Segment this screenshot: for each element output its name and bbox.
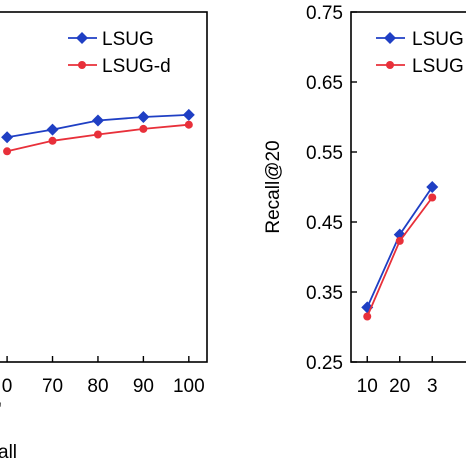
right-point-circle	[363, 312, 372, 321]
left-point-diamond	[91, 114, 104, 127]
left-partial-xlabel-fragment: '	[0, 400, 2, 421]
right-y-ticks: 0.25 0.35 0.45 0.55 0.65 0.75	[306, 3, 357, 374]
right-series-line-1	[366, 186, 433, 308]
right-y-tick-label: 0.65	[306, 73, 343, 94]
right-x-tick-label: 10	[357, 376, 378, 397]
right-legend-label-1: LSUG	[412, 29, 464, 50]
right-x-tick-label: 3	[427, 376, 438, 397]
right-legend-marker-1	[384, 32, 396, 44]
left-point-circle	[184, 120, 193, 129]
right-plot-frame	[350, 11, 466, 363]
left-x-tick-label: 0	[2, 376, 13, 397]
right-y-axis-title: Recall@20	[263, 140, 284, 233]
left-legend-marker-2	[78, 61, 86, 69]
right-x-ticks: 10 20 3	[357, 356, 438, 397]
right-x-tick-label: 20	[389, 376, 410, 397]
right-legend: LSUG LSUG	[376, 29, 464, 77]
left-x-tick-label: 100	[173, 376, 205, 397]
right-y-tick-label: 0.75	[306, 3, 343, 24]
left-point-circle	[3, 147, 12, 156]
right-legend-marker-2	[386, 61, 394, 69]
left-x-tick-label: 90	[133, 376, 154, 397]
left-chart: 0 70 80 90 100 LSUG LSUG-d all '	[0, 11, 208, 463]
right-point-circle	[428, 193, 437, 202]
left-legend-marker-1	[76, 32, 88, 44]
right-y-tick-label: 0.55	[306, 143, 343, 164]
left-x-tick-label: 80	[87, 376, 108, 397]
left-legend-label-2: LSUG-d	[102, 56, 171, 77]
left-plot-frame	[0, 11, 208, 363]
right-y-tick-label: 0.45	[306, 213, 343, 234]
right-y-tick-label: 0.35	[306, 283, 343, 304]
right-point-circle	[395, 236, 404, 245]
left-point-diamond	[137, 111, 150, 123]
left-point-diamond	[1, 131, 14, 144]
left-point-circle	[139, 124, 148, 133]
left-legend: LSUG LSUG-d	[68, 29, 171, 77]
right-point-diamond	[426, 181, 439, 193]
left-legend-label-1: LSUG	[102, 29, 154, 50]
left-x-tick-label: 70	[42, 376, 63, 397]
left-point-circle	[48, 136, 57, 145]
right-y-tick-label: 0.25	[306, 353, 343, 374]
right-series	[361, 181, 439, 321]
left-partial-xlabel: all	[0, 442, 17, 463]
left-point-diamond	[46, 123, 59, 136]
right-series-line-2	[366, 196, 433, 317]
left-series	[1, 108, 195, 156]
right-chart: 0.25 0.35 0.45 0.55 0.65 0.75 10 20 3 Recall@20…	[263, 3, 466, 397]
left-point-diamond	[182, 108, 195, 121]
right-legend-label-2: LSUG	[412, 56, 464, 77]
left-x-ticks: 0 70 80 90 100	[2, 356, 205, 397]
left-point-circle	[93, 130, 102, 139]
